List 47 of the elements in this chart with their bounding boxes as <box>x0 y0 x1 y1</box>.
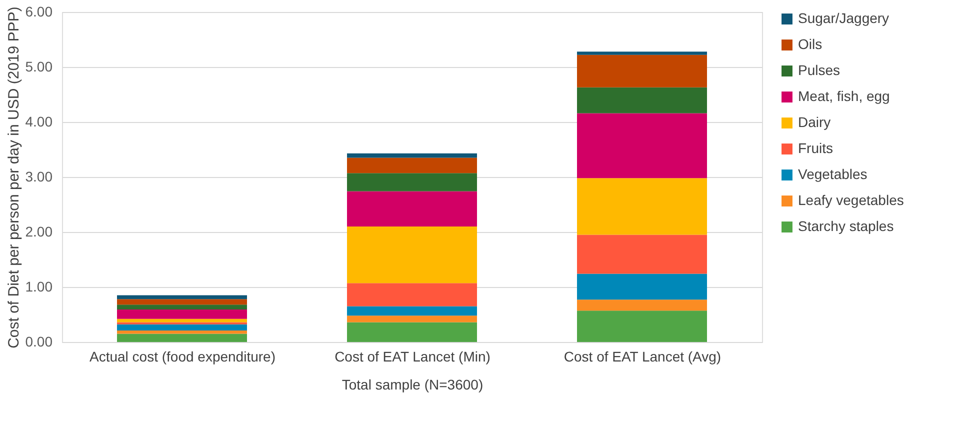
legend-label: Pulses <box>798 62 840 78</box>
bar <box>347 316 477 322</box>
bar <box>577 300 707 311</box>
legend-label: Sugar/Jaggery <box>798 10 890 26</box>
bar <box>347 173 477 192</box>
y-axis-title: Cost of Diet per person per day in USD (2019 PPP) <box>5 6 22 348</box>
x-axis-title: Total sample (N=3600) <box>342 376 484 392</box>
bar <box>577 52 707 55</box>
y-tick-label: 3.00 <box>25 168 53 184</box>
y-tick-label: 0.00 <box>25 334 53 350</box>
bar <box>577 87 707 114</box>
bar <box>347 226 477 284</box>
y-tick-label: 4.00 <box>25 114 53 130</box>
legend-label: Fruits <box>798 140 833 156</box>
bar <box>577 54 707 88</box>
bar <box>347 322 477 342</box>
bar <box>347 158 477 174</box>
bar <box>347 306 477 316</box>
legend-label: Oils <box>798 36 822 52</box>
bar <box>577 113 707 178</box>
legend-label: Meat, fish, egg <box>798 88 890 104</box>
bar <box>577 310 707 342</box>
bar <box>117 299 247 305</box>
y-tick-label: 1.00 <box>25 278 53 294</box>
bar <box>577 178 707 235</box>
bar <box>577 234 707 274</box>
x-tick-label: Actual cost (food expenditure) <box>90 348 276 364</box>
bar <box>117 318 247 322</box>
bar <box>577 274 707 300</box>
bar <box>117 330 247 334</box>
bar <box>347 153 477 158</box>
x-tick-label: Cost of EAT Lancet (Min) <box>334 348 490 364</box>
y-tick-label: 2.00 <box>25 224 53 240</box>
x-tick-label: Cost of EAT Lancet (Avg) <box>564 348 722 364</box>
legend-label: Starchy staples <box>798 218 894 234</box>
bar <box>117 304 247 310</box>
legend-label: Vegetables <box>798 166 868 182</box>
bar <box>117 334 247 342</box>
legend-label: Dairy <box>798 114 831 130</box>
y-tick-label: 6.00 <box>25 4 53 20</box>
bar <box>347 191 477 226</box>
bar <box>117 324 247 330</box>
bar <box>117 310 247 319</box>
bar <box>347 283 477 306</box>
bar <box>117 295 247 300</box>
legend-label: Leafy vegetables <box>798 192 904 208</box>
y-tick-label: 5.00 <box>25 58 53 74</box>
